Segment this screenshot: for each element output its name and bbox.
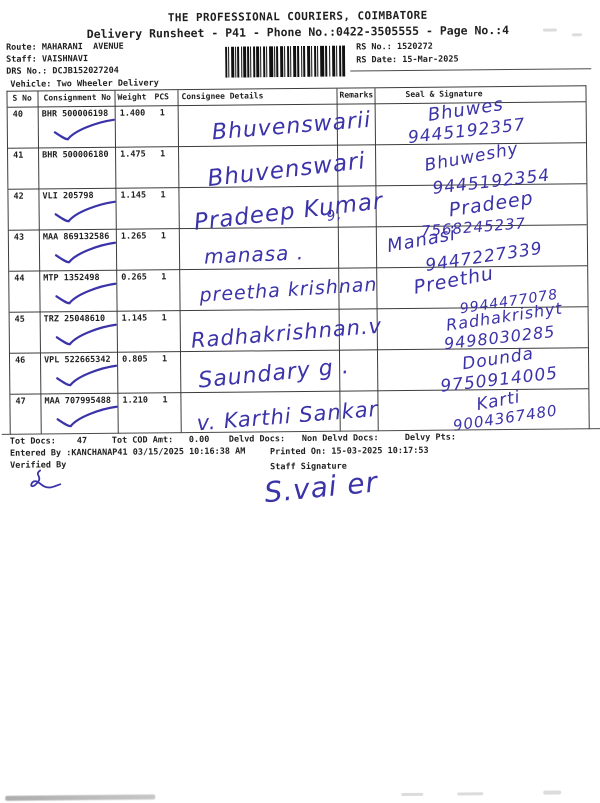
vehicle-line: Vehicle: Two Wheeler Delivery xyxy=(10,78,159,89)
non-delvd-docs-label: Non Delvd Docs: xyxy=(301,433,379,444)
vehicle-value: Two Wheeler Delivery xyxy=(56,78,159,90)
route-line: Route: MAHARANI AVENUE xyxy=(6,42,124,53)
rs-no-label: RS No.: xyxy=(356,42,392,53)
pcs-value: 1 xyxy=(161,354,168,365)
table-row: 44 MTP 1352498 0.265 1 preetha krishnan … xyxy=(9,262,588,317)
verified-signature-ink xyxy=(30,469,62,489)
checkmark-ink xyxy=(53,118,115,141)
serial-number: 44 xyxy=(14,273,25,284)
consignee-handwriting: Radhakrishnan.v xyxy=(190,313,383,353)
document-subtitle: Delivery Runsheet - P41 - Phone No.:0422… xyxy=(86,22,510,42)
weight-value: 0.805 xyxy=(121,354,148,365)
weight-value: 1.400 xyxy=(119,108,146,119)
header-pcs: PCS xyxy=(154,92,170,102)
rs-no-line: RS No.: 1520272 xyxy=(356,42,433,53)
tot-docs-value: 47 xyxy=(76,436,88,447)
table-row: 46 VPL 522665342 0.805 1 Saundary g . Do… xyxy=(9,344,589,397)
header-s-no: S No xyxy=(12,93,32,103)
rs-date-line: RS Date: 15-Mar-2025 xyxy=(356,54,458,65)
serial-number: 41 xyxy=(13,150,24,161)
scan-mark xyxy=(571,33,582,37)
weight-value: 1.145 xyxy=(120,190,147,201)
serial-number: 40 xyxy=(12,109,23,120)
vehicle-label: Vehicle: xyxy=(10,79,52,90)
table-row: 41 BHR 500006180 1.475 1 Bhuvenswari Bhu… xyxy=(8,139,587,199)
weight-value: 1.210 xyxy=(122,395,149,406)
pcs-value: 1 xyxy=(161,313,167,324)
serial-number: 43 xyxy=(13,232,25,243)
consignment-number: BHR 500006180 xyxy=(42,149,109,161)
scan-mark xyxy=(542,28,557,32)
rs-divider xyxy=(350,68,592,72)
table-row: 47 MAA 707995488 1.210 1 v. Karthi Sanka… xyxy=(10,387,588,436)
delvd-docs-label: Delvd Docs: xyxy=(228,434,286,445)
printed-on-line: Printed On: 15-03-2025 10:17:53 xyxy=(269,445,429,458)
cod-label: Tot COD Amt: xyxy=(111,435,174,446)
stray-ink-mark: 9, xyxy=(325,206,344,225)
pcs-value: 1 xyxy=(162,395,168,406)
serial-number: 46 xyxy=(15,355,26,366)
signature-name-handwriting: Preethu xyxy=(411,262,496,299)
weight-value: 1.265 xyxy=(120,231,147,242)
checkmark-ink xyxy=(56,364,118,387)
tot-docs-label: Tot Docs: xyxy=(9,436,56,447)
signature-name-handwriting: Manasi xyxy=(385,223,458,258)
checkmark-ink xyxy=(55,282,117,305)
weight-value: 1.475 xyxy=(120,149,146,160)
table-row: 43 MAA 869132586 1.265 1 manasa . Manasi… xyxy=(8,223,588,276)
staff-line: Staff: VAISHNAVI xyxy=(6,54,88,65)
cod-value: 0.00 xyxy=(188,434,210,446)
header-remarks: Remarks xyxy=(339,90,374,100)
table-row: 42 VLI 205798 1.145 1 Pradeep Kumar Prad… xyxy=(8,183,587,240)
pcs-value: 1 xyxy=(160,190,166,201)
pcs-value: 1 xyxy=(161,272,167,283)
header-consignment: Consignment No xyxy=(43,92,112,103)
checkmark-ink xyxy=(55,323,117,346)
checkmark-ink xyxy=(56,405,118,428)
scan-mark xyxy=(401,792,424,797)
weight-value: 0.265 xyxy=(121,272,147,283)
drs-value: DCJB152027204 xyxy=(52,65,119,77)
pcs-value: 1 xyxy=(160,149,166,160)
barcode-icon xyxy=(225,45,346,78)
pcs-value: 1 xyxy=(159,108,165,119)
rs-date-value: 15-Mar-2025 xyxy=(402,54,459,66)
entered-by-line: Entered By :KANCHANAP41 03/15/2025 10:16… xyxy=(9,446,246,459)
staff-label: Staff: xyxy=(6,54,37,65)
header-consignee: Consignee Details xyxy=(181,91,264,102)
consignee-handwriting: Bhuvenswarii xyxy=(211,107,373,146)
serial-number: 45 xyxy=(14,314,25,325)
rs-date-label: RS Date: xyxy=(356,55,398,66)
consignee-handwriting: preetha krishnan xyxy=(198,273,379,307)
runsheet-table: S No Consignment No Weight PCS Consignee… xyxy=(6,85,590,435)
table-row: 40 BHR 500006198 1.400 1 Bhuvenswarii Bh… xyxy=(7,94,586,149)
staff-signature-ink: S.vai er xyxy=(262,465,380,510)
route-label: Route: xyxy=(5,42,37,53)
consignee-handwriting: v. Karthi Sankar xyxy=(195,396,380,436)
pcs-value: 1 xyxy=(160,231,167,242)
header-weight: Weight xyxy=(117,92,147,102)
consignee-handwriting: Saundary g . xyxy=(197,353,351,394)
serial-number: 42 xyxy=(13,191,24,202)
scan-mark xyxy=(457,792,484,796)
scan-mark xyxy=(543,790,562,795)
drs-line: DRS No.: DCJB152027204 xyxy=(6,66,119,77)
checkmark-ink xyxy=(54,241,117,264)
route-value: MAHARANI AVENUE xyxy=(41,41,124,53)
staff-value: VAISHNAVI xyxy=(41,54,89,65)
checkmark-ink xyxy=(54,200,116,223)
drs-label: DRS No.: xyxy=(6,66,48,77)
weight-value: 1.145 xyxy=(121,313,148,324)
table-row: 45 TRZ 25048610 1.145 1 Radhakrishnan.v … xyxy=(9,298,588,354)
rs-no-value: 1520272 xyxy=(396,41,433,53)
consignee-handwriting: manasa . xyxy=(203,240,305,269)
serial-number: 47 xyxy=(15,396,26,407)
delvy-pts-label: Delvy Pts: xyxy=(404,432,457,444)
table-body: 40 BHR 500006198 1.400 1 Bhuvenswarii Bh… xyxy=(7,86,589,435)
